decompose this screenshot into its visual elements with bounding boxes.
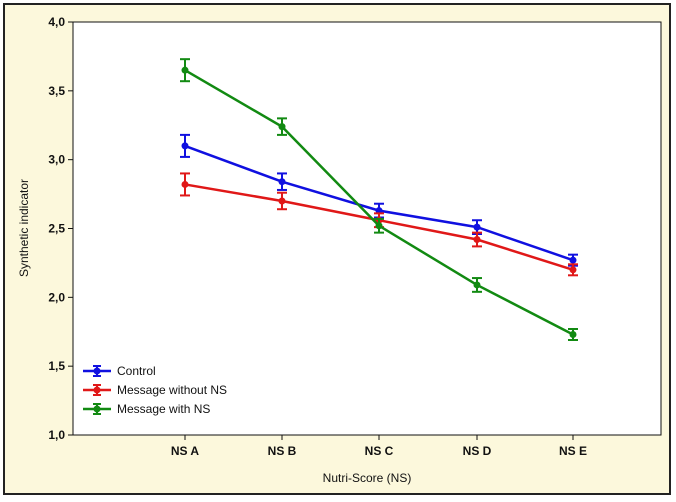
legend-label: Control	[117, 364, 156, 378]
x-tick-label: NS C	[365, 444, 394, 458]
x-axis-title: Nutri-Score (NS)	[323, 471, 412, 485]
y-tick-label: 4,0	[48, 15, 65, 29]
data-point	[278, 197, 286, 205]
data-point	[569, 331, 577, 339]
data-point	[181, 180, 189, 188]
series-0	[180, 133, 578, 267]
data-point	[473, 223, 481, 231]
y-tick-label: 3,0	[48, 153, 65, 167]
legend-item: Message with NS	[83, 402, 210, 416]
data-point	[181, 142, 189, 150]
data-point	[569, 266, 577, 274]
chart-frame: 1,0 1,5 2,0 2,5 3,0 3,5 4,0 NS A NS B NS C NS D NS…	[3, 3, 671, 495]
x-tick-label: NS E	[559, 444, 587, 458]
data-point	[278, 123, 286, 131]
data-point	[181, 66, 189, 74]
y-tick-label: 1,0	[48, 428, 65, 442]
legend-item: Control	[83, 364, 156, 378]
y-axis: 1,0 1,5 2,0 2,5 3,0 3,5 4,0	[48, 15, 73, 442]
data-point	[278, 178, 286, 186]
series-layer	[180, 58, 578, 342]
data-point	[473, 236, 481, 244]
data-point	[375, 207, 383, 215]
line-chart: 1,01,52,02,53,03,54,0 NS A NS B NS C NS D NS…	[17, 15, 662, 485]
x-tick-label: NS D	[463, 444, 492, 458]
series-2	[180, 58, 578, 342]
x-tick-label: NS B	[268, 444, 297, 458]
y-tick-label: 2,5	[48, 222, 65, 236]
x-tick-label: NS A	[171, 444, 200, 458]
legend: Control Message without NS Message with NS	[83, 364, 227, 416]
legend-label: Message with NS	[117, 402, 210, 416]
plot-area	[72, 21, 662, 436]
y-tick-label: 1,5	[48, 359, 65, 373]
data-point	[473, 281, 481, 289]
y-axis-title: Synthetic indicator	[17, 179, 31, 277]
x-axis: NS A NS B NS C NS D NS E	[171, 435, 587, 458]
y-tick-label: 3,5	[48, 84, 65, 98]
legend-label: Message without NS	[117, 383, 227, 397]
data-point	[375, 222, 383, 230]
legend-item: Message without NS	[83, 383, 227, 397]
data-point	[569, 256, 577, 264]
y-tick-label: 2,0	[48, 290, 65, 304]
